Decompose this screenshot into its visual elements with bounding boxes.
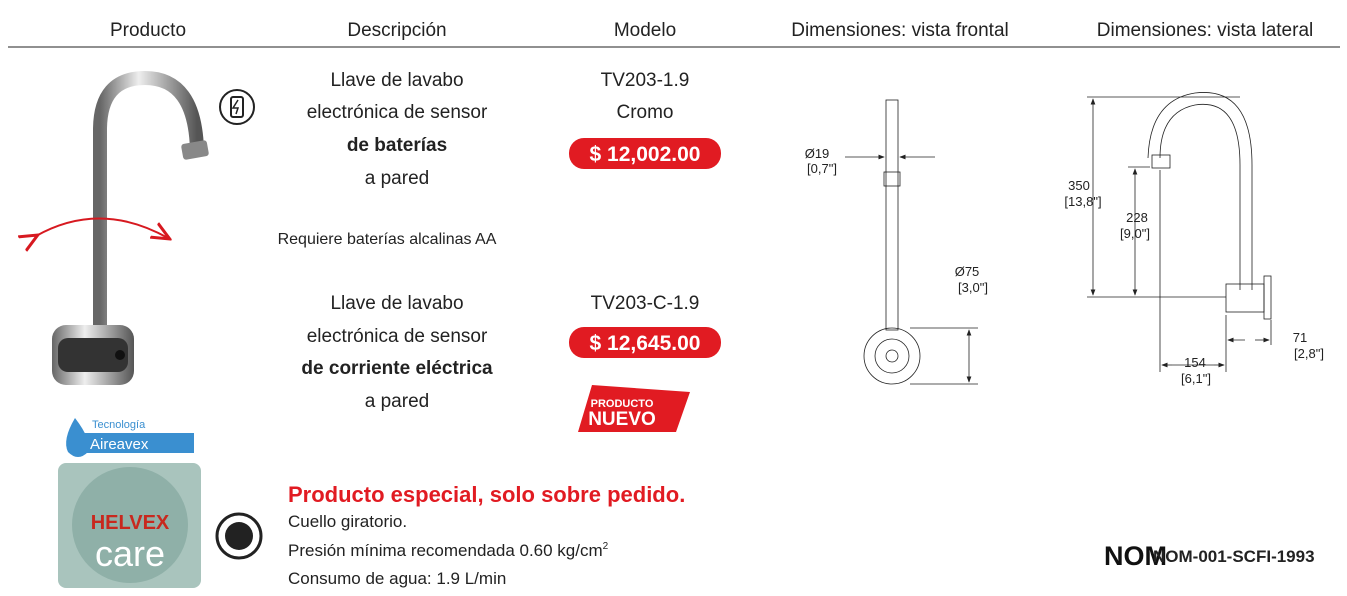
model: TV203-C-1.9 bbox=[591, 293, 700, 314]
logo-text: Aireavex bbox=[90, 436, 149, 453]
description-line: electrónica de sensor bbox=[307, 326, 488, 347]
certification: NOM-001-SCFI-1993 bbox=[1153, 547, 1315, 566]
price: $ 12,645.00 bbox=[590, 332, 701, 355]
dimension: [2,8"] bbox=[1294, 346, 1324, 361]
new-badge bbox=[578, 385, 690, 432]
dimension: [3,0"] bbox=[958, 280, 988, 295]
product-image bbox=[36, 70, 209, 385]
side-drawing: 350 [13,8"] 228 [9,0"] 71 [2,8"] 154 [6,… bbox=[1064, 92, 1324, 386]
badge-text: NUEVO bbox=[588, 409, 656, 430]
column-header: Modelo bbox=[614, 20, 676, 41]
price-pill bbox=[569, 138, 721, 169]
special-title: Producto especial, solo sobre pedido. bbox=[288, 482, 685, 507]
description-line: Llave de lavabo bbox=[330, 293, 463, 314]
front-drawing: Ø19 [0,7"] Ø75 [3,0"] bbox=[805, 99, 988, 385]
model: TV203-1.9 bbox=[601, 70, 690, 91]
description-line: de corriente eléctrica bbox=[301, 358, 493, 379]
aireavex-logo: Tecnología Aireavex bbox=[66, 418, 194, 457]
feature: Consumo de agua: 1.9 L/min bbox=[288, 569, 506, 588]
feature: Cuello giratorio. bbox=[288, 512, 407, 531]
feature: Presión mínima recomendada 0.60 kg/cm2 bbox=[288, 541, 609, 560]
note: Requiere baterías alcalinas AA bbox=[278, 231, 497, 248]
dimension: 228 bbox=[1126, 210, 1148, 225]
header: Producto Descripción Modelo Dimensiones:… bbox=[8, 20, 1340, 48]
badge-text: PRODUCTO bbox=[591, 398, 654, 410]
nom-logo: NOM bbox=[1104, 541, 1167, 571]
helvex-care-logo: HELVEX care bbox=[58, 463, 201, 588]
dimension: Ø19 bbox=[805, 146, 830, 161]
dimension: [13,8"] bbox=[1064, 194, 1101, 209]
description-line: a pared bbox=[365, 391, 429, 412]
price-pill bbox=[569, 327, 721, 358]
superscript: 2 bbox=[603, 541, 609, 552]
price: $ 12,002.00 bbox=[590, 143, 701, 166]
feature-text: Presión mínima recomendada 0.60 kg/cm bbox=[288, 541, 603, 560]
dimension: 154 bbox=[1184, 355, 1206, 370]
battery-icon bbox=[219, 89, 255, 125]
column-header: Producto bbox=[110, 20, 186, 41]
leed-seal bbox=[215, 512, 263, 560]
dimension: [6,1"] bbox=[1181, 371, 1211, 386]
column-header: Dimensiones: vista frontal bbox=[791, 20, 1009, 41]
dimension: Ø75 bbox=[955, 264, 980, 279]
dimension: 350 bbox=[1068, 178, 1090, 193]
dimension: 71 bbox=[1293, 330, 1307, 345]
column-header: Dimensiones: vista lateral bbox=[1097, 20, 1313, 41]
logo-text: HELVEX bbox=[91, 512, 170, 534]
description-line: electrónica de sensor bbox=[307, 102, 488, 123]
description-line: de baterías bbox=[347, 135, 447, 156]
dimension: [9,0"] bbox=[1120, 226, 1150, 241]
logo-text: Tecnología bbox=[92, 419, 146, 431]
dimension: [0,7"] bbox=[807, 161, 837, 176]
column-header: Descripción bbox=[347, 20, 446, 41]
description-line: Llave de lavabo bbox=[330, 70, 463, 91]
description-line: a pared bbox=[365, 168, 429, 189]
finish: Cromo bbox=[616, 102, 673, 123]
logo-text: care bbox=[95, 533, 165, 574]
